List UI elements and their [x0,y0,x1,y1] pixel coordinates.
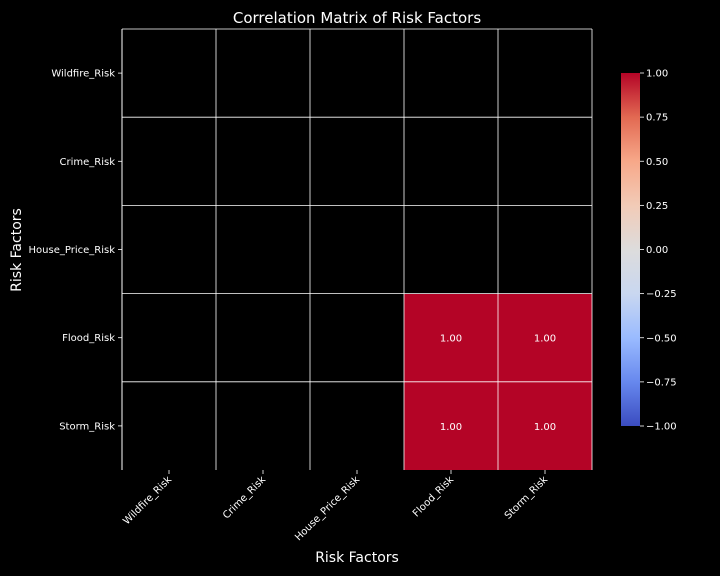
heatmap-grid [122,28,593,470]
heatmap-cell [404,293,498,382]
x-tick-labels: Wildfire_Risk Crime_Risk House_Price_Risk F… [121,470,550,543]
chart-title: Correlation Matrix of Risk Factors [233,9,481,27]
heatmap-annotations: 1.00 1.00 1.00 1.00 [440,334,556,433]
y-tick-label: Wildfire_Risk [51,69,115,80]
x-tick-label: Flood_Risk [411,474,456,519]
colorbar-tick-label: 0.50 [646,157,668,168]
heatmap-cell [498,381,592,470]
colorbar-tick-label: 0.25 [646,201,668,212]
heatmap-cell [404,381,498,470]
colorbar-tick-label: −0.50 [646,333,677,344]
y-axis-label: Risk Factors [9,208,25,292]
y-tick-label: Crime_Risk [60,157,116,168]
cell-annotation: 1.00 [534,422,556,433]
colorbar [621,73,640,426]
heatmap-cells [404,293,592,470]
y-tick-label: House_Price_Risk [29,245,116,256]
colorbar-tick-label: −1.00 [646,422,677,433]
cell-annotation: 1.00 [534,334,556,345]
colorbar-tick-label: 0.00 [646,245,668,256]
cell-annotation: 1.00 [440,334,462,345]
colorbar-tick-label: 0.75 [646,113,668,124]
heatmap-cell [498,293,592,382]
colorbar-tick-label: 1.00 [646,69,668,80]
x-tick-label: Crime_Risk [221,474,268,521]
colorbar-tick-label: −0.75 [646,377,677,388]
colorbar-ticks: 1.00 0.75 0.50 0.25 0.00 −0.25 −0.50 −0.75 −1.00 [640,69,677,433]
colorbar-tick-label: −0.25 [646,289,677,300]
x-tick-label: Wildfire_Risk [121,474,174,527]
x-tick-label: House_Price_Risk [293,474,362,543]
cell-annotation: 1.00 [440,422,462,433]
x-tick-label: Storm_Risk [503,474,550,521]
y-tick-label: Flood_Risk [62,333,115,344]
x-axis-label: Risk Factors [315,550,399,566]
y-tick-label: Storm_Risk [59,421,115,432]
y-tick-labels: Wildfire_Risk Crime_Risk House_Price_Risk F… [29,69,122,432]
